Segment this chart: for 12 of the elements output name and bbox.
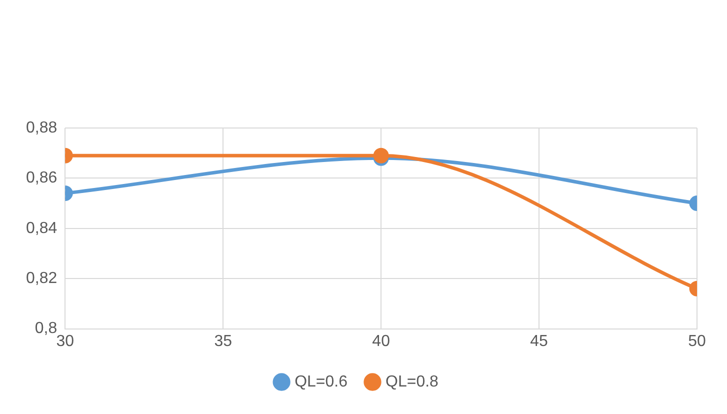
- x-tick-label: 50: [688, 332, 706, 350]
- x-tick-label: 40: [372, 332, 390, 350]
- x-tick-label: 30: [56, 332, 74, 350]
- legend-label: QL=0.8: [386, 373, 439, 390]
- y-tick-label: 0,82: [26, 270, 58, 288]
- x-tick-label: 45: [530, 332, 548, 350]
- y-tick-label: 0,86: [26, 170, 58, 187]
- y-tick-label: 0,8: [34, 320, 58, 338]
- x-tick-label: 35: [214, 332, 232, 350]
- y-tick-label: 0,88: [26, 119, 58, 136]
- y-tick-label: 0,84: [26, 220, 58, 237]
- legend-label: QL=0.6: [294, 373, 348, 390]
